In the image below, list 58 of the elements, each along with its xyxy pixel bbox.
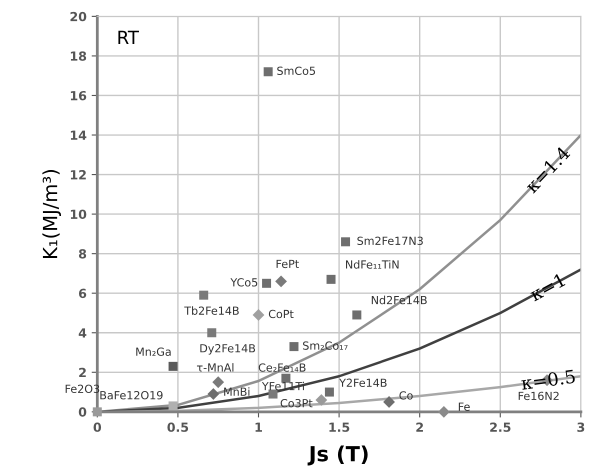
x-tick-label: 1 xyxy=(256,422,262,432)
annotation: Fe xyxy=(458,402,470,411)
annotation: Sm₂Co₁₇ xyxy=(303,341,348,350)
point xyxy=(324,388,334,397)
annotation: BaFe12O19 xyxy=(100,391,163,400)
annotation: SmCo5 xyxy=(277,66,316,75)
x-tick-label: 1.5 xyxy=(329,422,350,432)
annotation: Fe16N2 xyxy=(518,392,559,400)
annotation: NdFe₁₁TiN xyxy=(346,260,399,269)
y-axis-title: K₁(MJ/m³) xyxy=(42,170,62,258)
y-tick-label: 20 xyxy=(70,12,86,22)
y-tick-label: 8 xyxy=(78,249,86,259)
point xyxy=(252,309,264,321)
annotation: Dy2Fe14B xyxy=(200,344,256,355)
annotation: RT xyxy=(118,30,139,44)
annotation: Co xyxy=(399,391,413,400)
y-tick-label: 6 xyxy=(78,288,86,298)
point xyxy=(352,310,362,320)
x-tick-label: 2 xyxy=(416,422,423,432)
x-tick-label: 0.5 xyxy=(167,422,188,432)
y-tick-label: 12 xyxy=(70,170,86,180)
point xyxy=(264,67,273,76)
point xyxy=(262,278,272,288)
y-tick-label: 16 xyxy=(70,90,86,100)
point xyxy=(341,237,350,246)
point xyxy=(212,376,224,388)
point xyxy=(315,394,328,406)
point xyxy=(168,401,178,410)
y-tick-label: 18 xyxy=(70,51,86,61)
annotation: Y2Fe14B xyxy=(339,378,387,387)
annotation: Mn₂Ga xyxy=(136,347,171,356)
annotation: τ-MnAl xyxy=(196,363,234,372)
y-tick-label: 4 xyxy=(78,328,86,338)
x-axis-title: Js (T) xyxy=(308,445,368,466)
y-tick-label: 14 xyxy=(70,130,86,140)
point xyxy=(168,362,178,371)
x-tick-label: 3 xyxy=(577,422,584,432)
point xyxy=(289,342,298,352)
annotation: Tb2Fe14B xyxy=(184,306,239,315)
annotation: Sm2Fe17N3 xyxy=(357,236,423,246)
x-tick-label: 2.5 xyxy=(490,422,510,432)
y-tick-label: 0 xyxy=(78,407,86,417)
annotation: κ=0.5 xyxy=(520,369,576,390)
point xyxy=(92,407,102,416)
annotation: YCo5 xyxy=(230,278,258,287)
annotation: κ=1 xyxy=(528,273,566,302)
x-tick-label: 0 xyxy=(94,422,102,432)
annotation: CoPt xyxy=(268,310,294,318)
annotation: Nd2Fe14B xyxy=(372,296,427,304)
y-tick-label: 2 xyxy=(79,368,86,378)
point xyxy=(326,274,336,284)
annotation: Ce₂Fe₁₄B xyxy=(258,363,306,372)
point xyxy=(275,275,287,288)
annotation: MnBi xyxy=(224,387,250,396)
y-tick-label: 10 xyxy=(70,210,86,220)
point xyxy=(438,406,450,418)
annotation: FePt xyxy=(276,260,299,268)
annotation: Co3Pt xyxy=(280,398,312,408)
